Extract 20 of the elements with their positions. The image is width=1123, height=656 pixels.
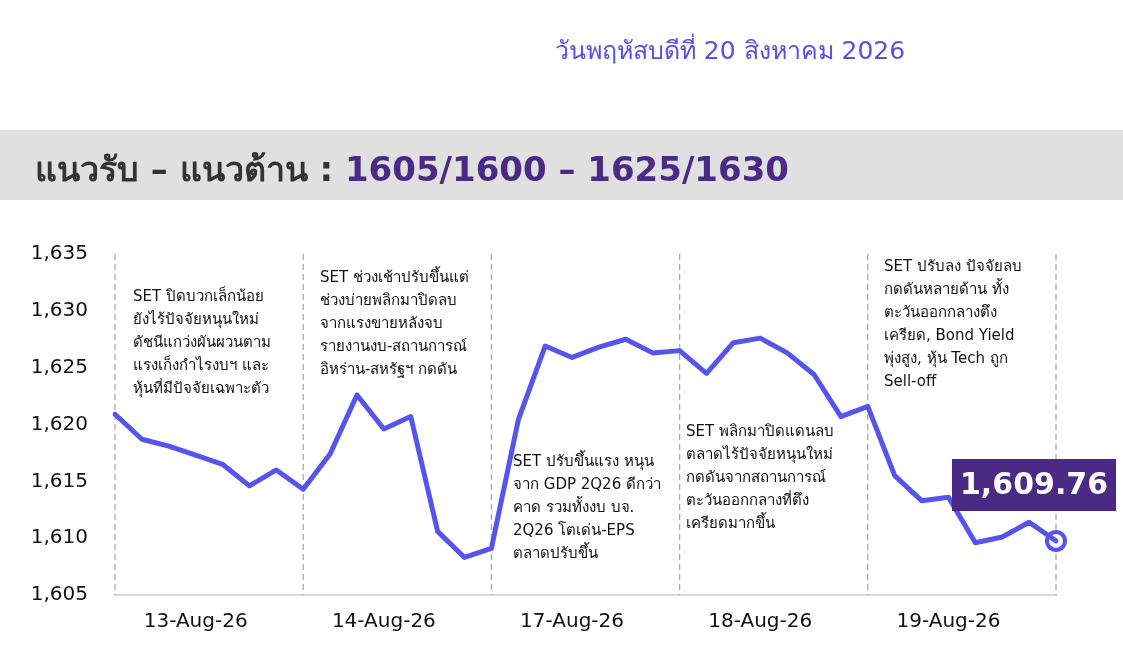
annotation: SET ปรับขึ้นแรง หนุน จาก GDP 2Q26 ดีกว่า คาด รวมทั้งงบ บจ. 2Q26 โตเด่น-EPS ตลาดปรับขึ้น — [513, 450, 661, 564]
chart-title: แนวรับ – แนวต้าน : 1605/1600 – 1625/1630 — [35, 149, 789, 189]
annotation: SET ปิดบวกเล็กน้อย ยังไร้ปัจจัยหนุนใหม่ ดัชนีแกว่งผันผวนตาม แรงเก็งกำไรงบฯ และ หุ้นที่มีปัจจัยเฉพาะตัว — [133, 285, 271, 400]
y-tick-label: 1,635 — [30, 240, 88, 265]
y-tick-label: 1,625 — [30, 353, 88, 378]
y-tick-label: 1,615 — [30, 467, 88, 492]
y-tick-label: 1,610 — [30, 524, 88, 549]
x-tick-label: 17-Aug-26 — [520, 608, 625, 633]
annotation: SET พลิกมาปิดแดนลบ ตลาดไร้ปัจจัยหนุนใหม่ กดดันจากสถานการณ์ ตะวันออกกลางที่ตึง เครียดมากขึ้น — [686, 421, 834, 534]
x-tick-label: 13-Aug-26 — [143, 608, 248, 633]
chart-subtitle: วันพฤหัสบดีที่ 20 สิงหาคม 2026 — [553, 32, 907, 67]
x-tick-label: 18-Aug-26 — [708, 608, 813, 633]
annotation: SET ปรับลง ปัจจัยลบ กดดันหลายด้าน ทั้ง ตะวันออกกลางตึง เครียด, Bond Yield พุ่งสูง, หุ้น Tech ถูก Sell-off — [884, 256, 1022, 392]
y-tick-label: 1,630 — [30, 297, 88, 322]
x-tick-label: 19-Aug-26 — [896, 608, 1001, 633]
x-tick-label: 14-Aug-26 — [331, 608, 436, 633]
data-label: 1,609.76 — [959, 465, 1109, 501]
y-tick-label: 1,620 — [30, 410, 88, 435]
annotation: SET ช่วงเช้าปรับขึ้นแต่ ช่วงบ่ายพลิกมาปิดลบ จากแรงขายหลังจบ รายงานงบ-สถานการณ์ อิหร่าน-สหรัฐฯ กดดัน — [320, 266, 469, 380]
y-tick-label: 1,605 — [30, 581, 88, 606]
